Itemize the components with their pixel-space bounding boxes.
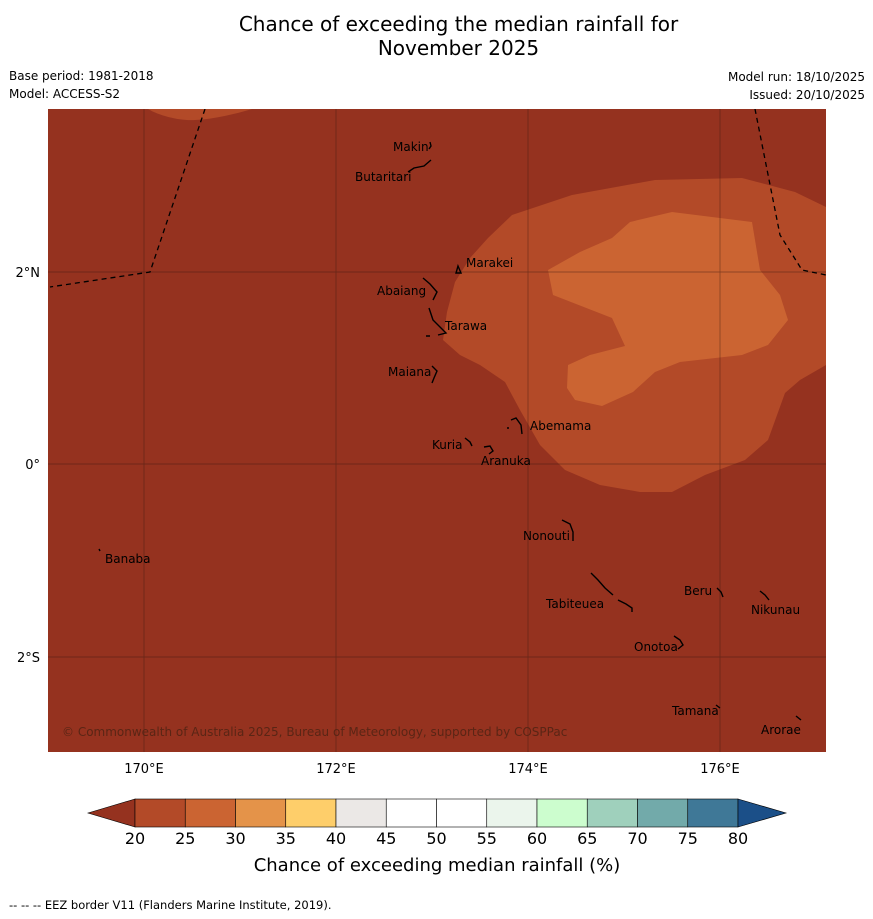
colorbar-cell	[436, 798, 488, 828]
base-period: Base period: 1981-2018	[9, 69, 154, 83]
lat-label-2n: 2°N	[16, 266, 41, 281]
island-arorae	[795, 715, 802, 721]
islands	[98, 141, 802, 721]
colorbar-over-arrow	[737, 798, 788, 828]
island-nikunau	[759, 590, 770, 601]
island-abaiang	[422, 277, 438, 301]
island-beru	[716, 587, 724, 598]
colorbar-cell	[687, 798, 739, 828]
colorbar-tick-label: 60	[527, 829, 547, 848]
lon-label-174e: 174°E	[508, 762, 548, 777]
colorbar-tick-label: 65	[577, 829, 597, 848]
colorbar-tick-label: 70	[627, 829, 647, 848]
label-abemama: Abemama	[530, 419, 591, 433]
island-butaritari	[407, 159, 432, 173]
colorbar-cell	[335, 798, 387, 828]
label-makin: Makin	[393, 140, 429, 154]
contour-20-25	[443, 178, 826, 492]
eez-footnote: -- -- -- EEZ border V11 (Flanders Marine…	[9, 898, 332, 912]
meta-left: Base period: 1981-2018 Model: ACCESS-S2	[9, 67, 154, 103]
island-maiana	[431, 365, 438, 384]
colorbar-tick-label: 20	[125, 829, 145, 848]
island-kuria	[464, 437, 473, 447]
colorbar-cell	[637, 798, 689, 828]
colorbar-tick-label: 40	[326, 829, 346, 848]
map-background-lt20	[48, 109, 826, 752]
lat-label-2s: 2°S	[17, 651, 40, 666]
colorbar-under-arrow	[86, 798, 136, 828]
colorbar-tick-label: 30	[225, 829, 245, 848]
colorbar-tick-labels: 20 25 30 35 40 45 50 55 60 65 70 75 80	[125, 829, 748, 848]
graticule	[48, 109, 826, 752]
lon-label-172e: 172°E	[316, 762, 356, 777]
colorbar-cells	[134, 798, 739, 828]
label-aranuka: Aranuka	[481, 454, 531, 468]
colorbar-tick-label: 80	[728, 829, 748, 848]
label-abaiang: Abaiang	[377, 284, 426, 298]
lat-label-0: 0°	[25, 458, 40, 473]
island-nonouti	[561, 519, 574, 541]
label-nonouti: Nonouti	[523, 529, 570, 543]
colorbar-cell	[586, 798, 638, 828]
island-tarawa	[426, 307, 448, 337]
island-onotoa	[673, 635, 684, 650]
lat-axis-labels: 2°N 0° 2°S	[16, 266, 41, 666]
model-name: Model: ACCESS-S2	[9, 87, 121, 101]
contour-25-30	[548, 212, 788, 406]
eez-border	[49, 109, 826, 288]
label-butaritari: Butaritari	[355, 170, 412, 184]
colorbar-title: Chance of exceeding median rainfall (%)	[254, 855, 621, 876]
colorbar-cell	[285, 798, 337, 828]
island-banaba	[98, 548, 101, 552]
island-aranuka	[483, 445, 494, 455]
map-area: Makin Butaritari Marakei Abaiang Tarawa …	[48, 109, 826, 752]
colorbar-tick-label: 75	[678, 829, 698, 848]
colorbar-cell	[385, 798, 437, 828]
colorbar-tick-label: 25	[175, 829, 195, 848]
colorbar-tick-label: 35	[276, 829, 296, 848]
label-onotoa: Onotoa	[634, 640, 678, 654]
island-marakei	[455, 263, 463, 274]
meta-right: Model run: 18/10/2025 Issued: 20/10/2025	[728, 68, 865, 104]
colorbar-tick-label: 45	[376, 829, 396, 848]
label-kuria: Kuria	[432, 438, 463, 452]
issued-date: Issued: 20/10/2025	[749, 88, 865, 102]
label-maiana: Maiana	[388, 365, 431, 379]
colorbar-tick-label: 50	[426, 829, 446, 848]
island-abemama	[507, 417, 523, 435]
model-run: Model run: 18/10/2025	[727, 70, 865, 84]
chart-title: Chance of exceeding the median rainfall …	[0, 12, 873, 60]
label-tabiteuea: Tabiteuea	[545, 597, 604, 611]
colorbar-tick-label: 55	[477, 829, 497, 848]
label-nikunau: Nikunau	[751, 603, 800, 617]
island-makin	[428, 141, 432, 150]
island-tabiteuea	[590, 572, 633, 612]
colorbar-cell	[536, 798, 588, 828]
colorbar-cell	[134, 798, 186, 828]
colorbar: 20 25 30 35 40 45 50 55 60 65 70 75 80 Chance of exc…	[86, 798, 788, 876]
place-labels: Makin Butaritari Marakei Abaiang Tarawa …	[105, 140, 801, 737]
label-arorae: Arorae	[761, 723, 801, 737]
label-marakei: Marakei	[466, 256, 513, 270]
label-tamana: Tamana	[671, 704, 719, 718]
label-tarawa: Tarawa	[444, 319, 487, 333]
colorbar-cell	[184, 798, 236, 828]
copyright-notice: © Commonwealth of Australia 2025, Bureau…	[62, 725, 567, 739]
lon-label-170e: 170°E	[124, 762, 164, 777]
contour-20-25-top	[148, 109, 252, 121]
colorbar-cell	[486, 798, 538, 828]
island-tamana	[715, 704, 721, 709]
label-beru: Beru	[684, 584, 712, 598]
lon-axis-labels: 170°E 172°E 174°E 176°E	[124, 762, 740, 777]
label-banaba: Banaba	[105, 552, 151, 566]
title-line-1: Chance of exceeding the median rainfall …	[238, 12, 679, 36]
lon-label-176e: 176°E	[700, 762, 740, 777]
colorbar-cell	[235, 798, 287, 828]
title-line-2: November 2025	[377, 36, 540, 60]
